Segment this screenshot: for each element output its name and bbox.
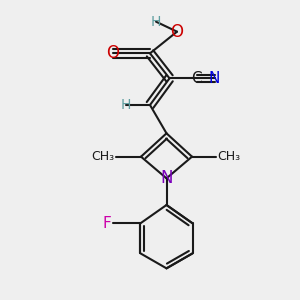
Text: N: N [209, 71, 220, 86]
Text: F: F [102, 216, 111, 231]
Text: CH₃: CH₃ [218, 150, 241, 163]
Text: H: H [121, 98, 131, 112]
Text: CH₃: CH₃ [91, 150, 114, 163]
Text: O: O [106, 44, 119, 62]
Text: O: O [170, 23, 184, 41]
Text: H: H [151, 15, 161, 29]
Text: C: C [191, 71, 202, 86]
Text: N: N [160, 169, 173, 187]
